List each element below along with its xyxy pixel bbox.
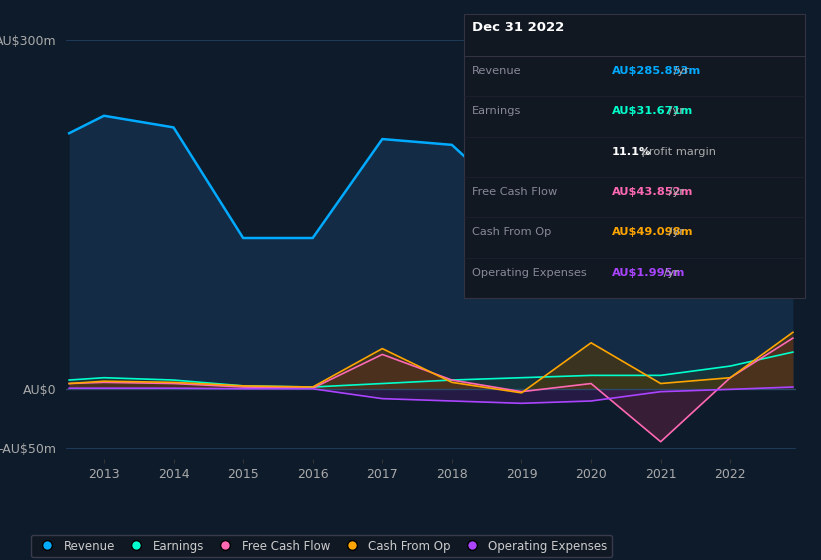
Text: Revenue: Revenue xyxy=(472,66,521,76)
Text: Operating Expenses: Operating Expenses xyxy=(472,268,587,278)
Text: /yr: /yr xyxy=(665,227,684,237)
Text: /yr: /yr xyxy=(665,187,684,197)
Text: /yr: /yr xyxy=(660,268,679,278)
Text: Earnings: Earnings xyxy=(472,106,521,116)
Text: profit margin: profit margin xyxy=(639,147,717,157)
Text: /yr: /yr xyxy=(670,66,690,76)
Text: 11.1%: 11.1% xyxy=(612,147,651,157)
Text: AU$1.995m: AU$1.995m xyxy=(612,268,685,278)
Text: AU$285.853m: AU$285.853m xyxy=(612,66,701,76)
Text: Free Cash Flow: Free Cash Flow xyxy=(472,187,557,197)
Legend: Revenue, Earnings, Free Cash Flow, Cash From Op, Operating Expenses: Revenue, Earnings, Free Cash Flow, Cash … xyxy=(30,535,612,557)
Text: Dec 31 2022: Dec 31 2022 xyxy=(472,21,564,34)
Text: AU$43.852m: AU$43.852m xyxy=(612,187,693,197)
Text: /yr: /yr xyxy=(665,106,684,116)
Text: Cash From Op: Cash From Op xyxy=(472,227,552,237)
Text: AU$31.671m: AU$31.671m xyxy=(612,106,693,116)
Text: AU$49.098m: AU$49.098m xyxy=(612,227,693,237)
